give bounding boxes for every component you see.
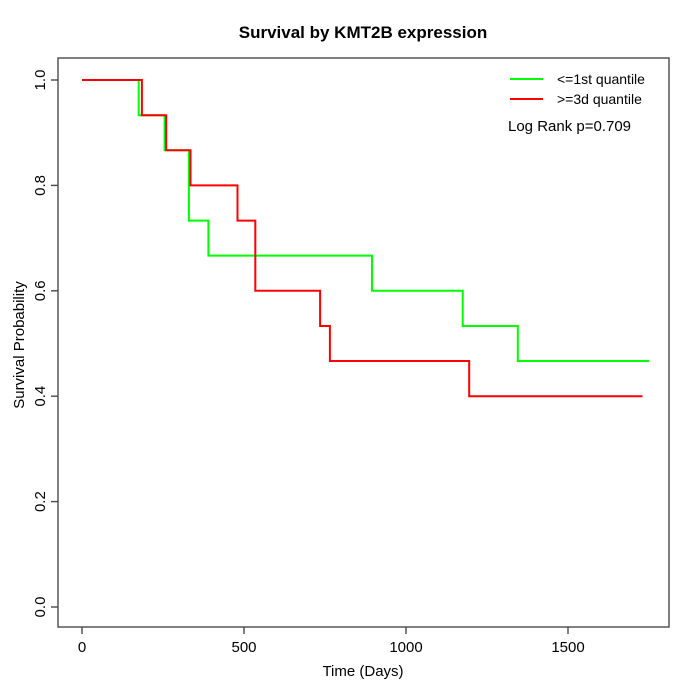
x-axis-label: Time (Days) [322, 663, 403, 680]
y-tick-label-0.2: 0.2 [32, 491, 49, 512]
x-axis: 0 500 1000 1500 [78, 627, 585, 656]
y-tick-label-1.0: 1.0 [32, 70, 49, 91]
x-tick-label-500: 500 [231, 639, 256, 656]
y-axis: 0.0 0.2 0.4 0.6 0.8 1.0 [32, 70, 58, 618]
plot-title: Survival by KMT2B expression [239, 23, 487, 42]
y-tick-label-0.6: 0.6 [32, 280, 49, 301]
y-tick-label-0.0: 0.0 [32, 597, 49, 618]
logrank-annotation: Log Rank p=0.709 [508, 118, 631, 135]
x-tick-label-0: 0 [78, 639, 86, 656]
y-tick-label-0.4: 0.4 [32, 386, 49, 407]
x-tick-label-1000: 1000 [389, 639, 422, 656]
legend-label-green: <=1st quantile [557, 71, 645, 87]
legend: <=1st quantile >=3d quantile Log Rank p=… [508, 71, 645, 135]
plot-border [57, 57, 670, 628]
legend-label-red: >=3d quantile [557, 91, 642, 107]
x-tick-label-1500: 1500 [551, 639, 584, 656]
y-tick-label-0.8: 0.8 [32, 175, 49, 196]
survival-curves [82, 79, 649, 398]
survival-curve-red [82, 79, 643, 398]
y-axis-label: Survival Probability [11, 281, 28, 409]
